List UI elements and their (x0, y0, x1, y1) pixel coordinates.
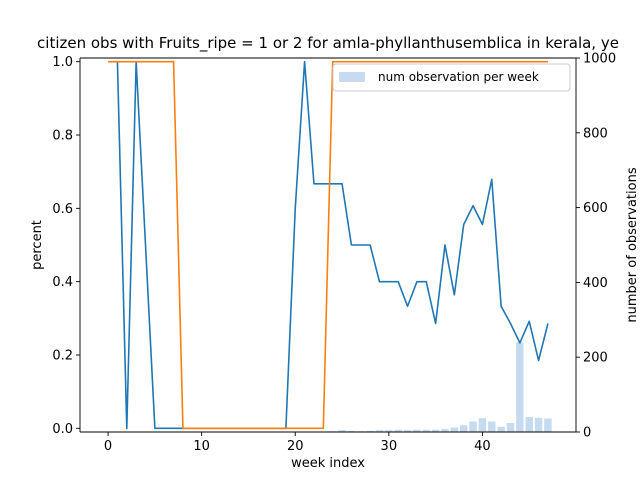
y-tick-label: 0.4 (52, 275, 73, 290)
legend: num observation per week (332, 63, 571, 92)
x-tick-label: 40 (474, 439, 491, 454)
bar (534, 417, 543, 432)
bar (366, 430, 374, 432)
bar (516, 342, 524, 432)
x-axis-label: week index (291, 456, 365, 471)
bar (403, 430, 412, 432)
bar (478, 418, 487, 432)
bar (385, 430, 393, 432)
observation-bars (319, 342, 552, 432)
x-tick-label: 10 (193, 439, 210, 454)
y2-tick-label: 0 (583, 426, 591, 441)
x-tick-label: 0 (104, 439, 112, 454)
chart-title: citizen obs with Fruits_ripe = 1 or 2 fo… (37, 34, 619, 53)
bar (375, 430, 384, 432)
bar (488, 421, 496, 432)
axes: 0 10 20 30 40 0.0 0.2 0.4 0.6 0.8 1.0 0 200 400 600 800… (52, 52, 616, 455)
bar (469, 421, 477, 432)
y-axis-label: percent (30, 220, 45, 270)
legend-label: num observation per week (378, 70, 539, 84)
y-tick-label: 1.0 (52, 55, 73, 70)
y2-tick-label: 800 (583, 126, 608, 141)
bar (338, 430, 346, 432)
bar (413, 429, 421, 432)
y2-tick-label: 200 (583, 351, 608, 366)
y2-tick-label: 400 (583, 276, 608, 291)
bar (459, 425, 468, 432)
y-tick-label: 0.6 (52, 202, 73, 217)
legend-swatch (339, 72, 365, 82)
percent-lines (108, 60, 549, 430)
y2-tick-label: 1000 (583, 52, 616, 67)
bar (525, 417, 533, 432)
y2-tick-label: 600 (583, 201, 608, 216)
bar (441, 429, 449, 432)
bar (431, 429, 440, 432)
bar (422, 429, 431, 432)
x-tick-label: 30 (381, 439, 398, 454)
y-tick-label: 0.8 (52, 129, 73, 144)
y2-axis-label: number of observations (625, 167, 640, 322)
bar (347, 430, 356, 432)
bar (544, 418, 552, 432)
bar (450, 427, 459, 432)
series-line-2 (108, 60, 548, 430)
bar (394, 429, 402, 432)
bar (497, 426, 505, 432)
bar (506, 423, 515, 432)
y-tick-label: 0.0 (52, 422, 73, 437)
x-tick-label: 20 (287, 439, 304, 454)
y-tick-label: 0.2 (52, 349, 73, 364)
legend-box (332, 63, 571, 92)
